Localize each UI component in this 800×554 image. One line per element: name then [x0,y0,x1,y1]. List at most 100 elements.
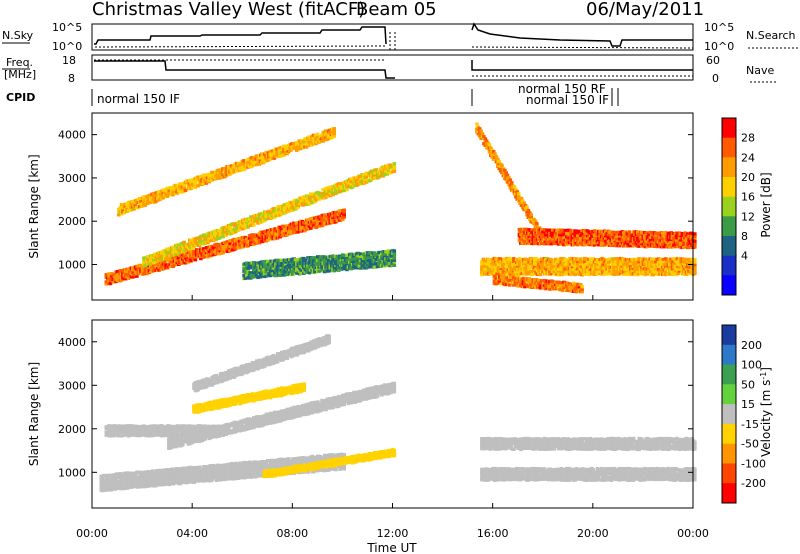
data-cell [182,185,186,189]
data-cell [590,262,594,266]
data-cell [232,170,236,174]
data-cell [297,202,302,206]
data-cell [104,282,109,286]
data-cell [151,269,156,273]
data-cell [243,276,248,280]
data-cell [528,211,532,215]
data-cell [108,281,113,286]
data-cell [313,200,317,204]
data-cell [172,263,177,267]
data-cell [322,262,327,266]
data-cell [595,258,600,262]
data-cell [189,259,193,263]
data-cell [278,225,282,229]
data-cell [559,267,563,271]
data-cell [139,470,144,474]
data-cell [670,270,675,274]
data-cell [524,282,529,287]
data-cell [338,260,342,264]
data-cell [652,270,657,274]
data-cell [488,258,493,262]
data-cell [290,272,295,276]
data-cell [576,262,580,266]
data-cell [517,239,522,243]
data-cell [522,201,526,205]
data-cell [124,481,129,485]
data-cell [516,192,521,196]
data-cell [647,240,651,244]
data-cell [576,236,580,240]
data-cell [644,242,648,246]
data-cell [210,235,214,239]
data-cell [505,276,509,280]
data-cell [326,136,331,140]
data-cell [640,267,644,272]
data-cell [283,147,288,151]
data-cell [119,212,124,216]
data-cell [608,257,612,261]
data-cell [495,271,499,275]
data-cell [489,146,493,150]
data-cell [588,257,593,261]
data-cell [637,239,641,243]
data-cell [613,241,618,245]
data-cell [672,262,676,266]
data-cell [360,254,365,258]
data-cell [535,285,540,289]
data-cell [282,268,287,272]
data-cell [512,185,517,189]
data-cell [246,240,250,245]
data-cell [218,235,223,239]
nsky-label: N.Sky [2,29,34,42]
data-cell [142,262,146,266]
data-cell [293,258,298,262]
data-cell [507,176,511,180]
data-cell [656,231,661,235]
data-cell [329,190,334,194]
data-cell [278,148,282,152]
data-cell [666,260,671,264]
data-cell [496,157,500,161]
data-cell [218,171,223,175]
data-cell [491,150,496,154]
data-cell [320,216,324,220]
data-cell [580,287,584,292]
data-cell [342,213,346,217]
data-cell [134,473,138,477]
data-cell [392,260,397,264]
data-cell [504,171,508,175]
nave-tick-high: 60 [706,54,720,67]
data-cell [316,262,320,266]
data-cell [512,273,516,277]
data-cell [238,227,242,231]
data-cell [508,178,513,182]
data-cell [556,242,561,246]
data-cell [537,278,541,282]
data-cell [286,263,291,267]
y-tick-label: 1000 [58,259,86,272]
data-cell [386,168,391,172]
data-cell [574,265,579,269]
data-cell [335,218,340,223]
data-cell [175,191,179,195]
data-cell [268,149,273,153]
data-cell [549,231,554,235]
data-cell [160,265,164,269]
data-cell [556,285,561,289]
data-cell [303,258,308,262]
data-cell [392,253,397,257]
data-cell [296,203,301,207]
data-cell [332,127,336,131]
data-cell [693,245,697,249]
data-cell [183,188,188,192]
data-cell [342,262,346,267]
data-cell [229,231,234,235]
data-cell [99,474,104,478]
data-cell [656,268,661,272]
nsearch-trace [94,32,694,50]
data-cell [501,171,506,176]
data-cell [527,267,531,271]
data-cell [190,185,195,189]
data-cell [302,257,306,261]
